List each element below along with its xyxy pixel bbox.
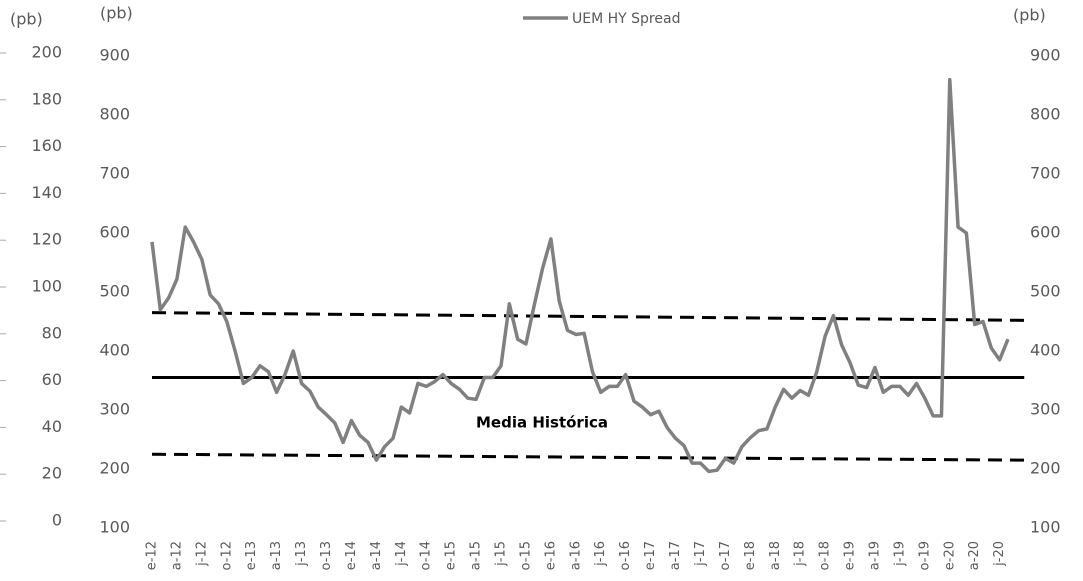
y2-tick-label: 600	[1030, 223, 1061, 242]
y2-tick-label: 800	[1030, 105, 1061, 124]
y2-axis-label: (pb)	[1013, 6, 1046, 25]
x-tick-label: o-19	[917, 541, 932, 570]
x-tick-label: j-18	[793, 541, 808, 567]
y-tick-label: 200	[99, 459, 130, 478]
x-tick-label: j-17	[693, 541, 708, 567]
x-tick-label: a-15	[469, 541, 484, 570]
y-tick-label: 100	[99, 518, 130, 537]
x-tick-label: a-12	[169, 541, 184, 570]
x-tick-label: a-16	[568, 541, 583, 570]
y-tick-label: 600	[99, 223, 130, 242]
y-tick-label: 200	[31, 43, 62, 62]
x-tick-label: o-16	[618, 541, 633, 570]
y-tick-label: 140	[31, 183, 62, 202]
x-tick-label: e-18	[743, 541, 758, 570]
annotation: Media Histórica	[476, 414, 608, 432]
series-line	[150, 77, 1010, 474]
x-tick-label: j-12	[194, 541, 209, 567]
x-tick-label: e-16	[543, 541, 558, 570]
y-tick-label: 0	[52, 511, 62, 530]
y2-tick-label: 200	[1030, 459, 1061, 478]
x-tick-label: j-19	[892, 541, 907, 567]
y-tick-label: 900	[99, 46, 130, 65]
reference-line	[151, 452, 1025, 462]
x-tick-label: e-15	[444, 541, 459, 570]
y-tick-label: 500	[99, 282, 130, 301]
y-tick-label: 180	[31, 89, 62, 108]
y2-tick-label: 700	[1030, 164, 1061, 183]
y2-tick-label: 400	[1030, 341, 1061, 360]
x-tick-label: o-18	[818, 541, 833, 570]
x-tick-label: o-12	[219, 541, 234, 570]
x-tick-label: a-13	[269, 541, 284, 570]
y-axis-label: (pb)	[10, 10, 43, 29]
y-axis-label: (pb)	[100, 4, 133, 23]
y-tick-label: 400	[99, 341, 130, 360]
x-tick-label: o-14	[419, 541, 434, 570]
x-tick-label: j-14	[394, 541, 409, 567]
y-tick-label: 700	[99, 164, 130, 183]
x-tick-label: j-16	[593, 541, 608, 567]
x-tick-label: a-19	[867, 541, 882, 570]
y-tick-label: 40	[42, 417, 62, 436]
y2-tick-label: 100	[1030, 518, 1061, 537]
y2-tick-label: 900	[1030, 46, 1061, 65]
x-tick-label: a-14	[369, 541, 384, 570]
y-tick-label: 80	[42, 323, 62, 342]
x-tick-label: a-18	[768, 541, 783, 570]
x-tick-label: j-20	[992, 541, 1007, 567]
y-tick-label: 60	[42, 370, 62, 389]
y-tick-label: 20	[42, 464, 62, 483]
y-tick-label: 800	[99, 105, 130, 124]
y-tick-label: 300	[99, 400, 130, 419]
x-tick-label: e-14	[344, 541, 359, 570]
x-tick-label: a-20	[967, 541, 982, 570]
x-tick-label: e-19	[843, 541, 858, 570]
x-tick-label: e-12	[145, 541, 160, 570]
y2-tick-label: 500	[1030, 282, 1061, 301]
x-tick-label: o-15	[518, 541, 533, 570]
reference-line	[151, 311, 1025, 322]
legend-label: UEM HY Spread	[572, 11, 680, 27]
y-tick-label: 100	[31, 277, 62, 296]
y-tick-label: 120	[31, 230, 62, 249]
x-tick-label: e-17	[643, 541, 658, 570]
x-tick-label: j-15	[494, 541, 509, 567]
x-tick-label: o-17	[718, 541, 733, 570]
y-tick-label: 160	[31, 136, 62, 155]
x-tick-label: e-20	[942, 541, 957, 570]
x-tick-label: j-13	[294, 541, 309, 567]
x-tick-label: o-13	[319, 541, 334, 570]
x-tick-label: e-13	[244, 541, 259, 570]
x-tick-label: a-17	[668, 541, 683, 570]
y2-tick-label: 300	[1030, 400, 1061, 419]
